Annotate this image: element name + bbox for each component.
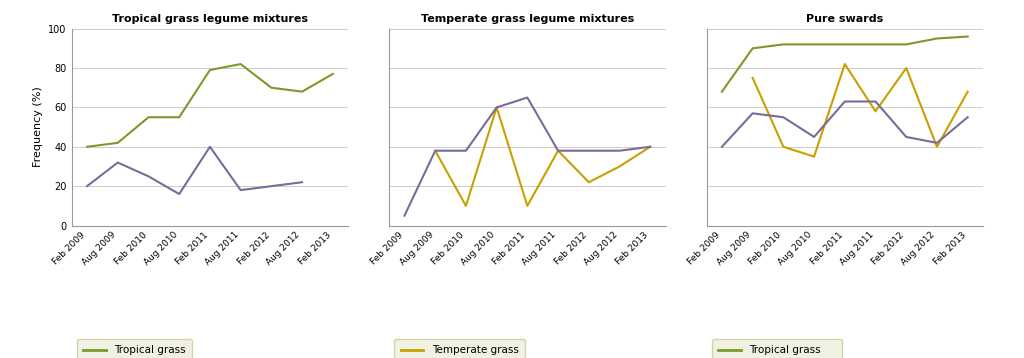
- Title: Tropical grass legume mixtures: Tropical grass legume mixtures: [112, 14, 308, 24]
- Legend: Tropical grass, Temperate grass, Lucerne: Tropical grass, Temperate grass, Lucerne: [712, 339, 843, 358]
- Title: Pure swards: Pure swards: [806, 14, 884, 24]
- Legend: Tropical grass, Lucerne: Tropical grass, Lucerne: [77, 339, 193, 358]
- Title: Temperate grass legume mixtures: Temperate grass legume mixtures: [421, 14, 634, 24]
- Legend: Temperate grass, Lucerne: Temperate grass, Lucerne: [394, 339, 525, 358]
- Y-axis label: Frequency (%): Frequency (%): [33, 87, 43, 168]
